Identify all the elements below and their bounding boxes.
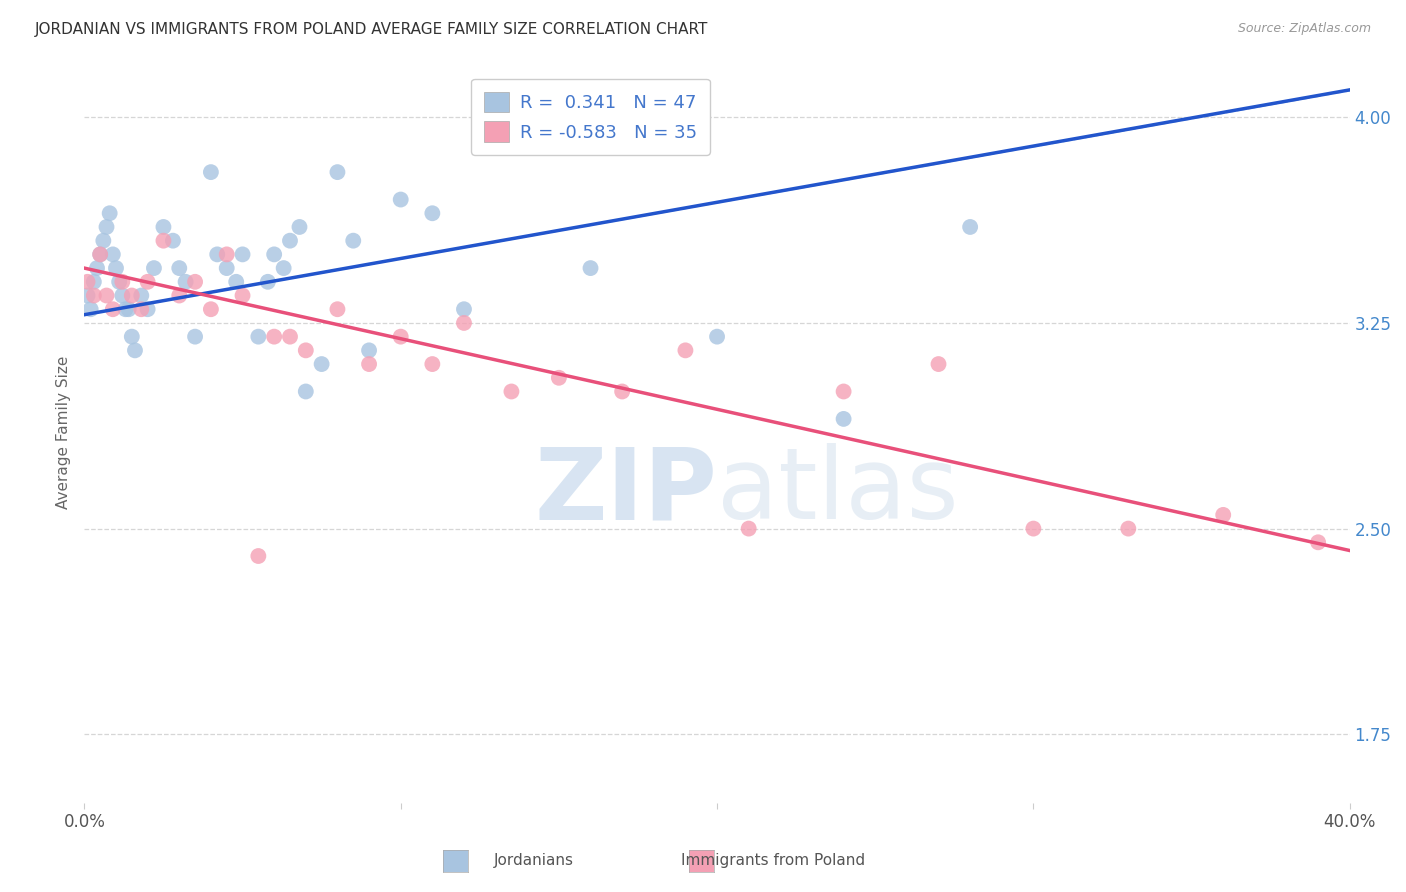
Point: [675, 343, 697, 358]
Point: [1022, 522, 1045, 536]
Point: [79, 302, 103, 317]
Point: [111, 288, 134, 302]
Point: [114, 302, 136, 317]
Legend: R =  0.341   N = 47, R = -0.583   N = 35: R = 0.341 N = 47, R = -0.583 N = 35: [471, 78, 710, 155]
Y-axis label: Average Family Size: Average Family Size: [56, 356, 72, 509]
Point: [184, 275, 207, 289]
Point: [111, 275, 134, 289]
Point: [76, 275, 98, 289]
Point: [231, 247, 254, 261]
Point: [162, 234, 184, 248]
Point: [288, 219, 311, 234]
Point: [129, 288, 153, 302]
Point: [101, 302, 124, 317]
Point: [706, 329, 728, 343]
Point: [169, 261, 191, 276]
Point: [143, 261, 166, 276]
Point: [184, 329, 207, 343]
Point: [357, 357, 380, 371]
Point: [76, 288, 98, 302]
Point: [136, 275, 159, 289]
Text: Immigrants from Poland: Immigrants from Poland: [682, 854, 865, 868]
Point: [96, 288, 118, 302]
Point: [612, 384, 634, 399]
Point: [152, 219, 174, 234]
Point: [311, 357, 333, 371]
Point: [959, 219, 981, 234]
Point: [225, 275, 247, 289]
Point: [247, 549, 270, 563]
Point: [326, 165, 349, 179]
Text: ZIP: ZIP: [534, 443, 717, 541]
Point: [136, 302, 159, 317]
Point: [1308, 535, 1330, 549]
Point: [326, 302, 349, 317]
Point: [548, 371, 571, 385]
Point: [501, 384, 523, 399]
Point: [174, 275, 197, 289]
Point: [121, 329, 143, 343]
Point: [200, 302, 222, 317]
Point: [105, 261, 127, 276]
Point: [118, 302, 141, 317]
Point: [273, 261, 295, 276]
Text: JORDANIAN VS IMMIGRANTS FROM POLAND AVERAGE FAMILY SIZE CORRELATION CHART: JORDANIAN VS IMMIGRANTS FROM POLAND AVER…: [35, 22, 709, 37]
Point: [422, 357, 444, 371]
Point: [89, 247, 111, 261]
Point: [422, 206, 444, 220]
Point: [86, 261, 108, 276]
Point: [263, 247, 285, 261]
Point: [295, 343, 318, 358]
Point: [124, 343, 146, 358]
Point: [342, 234, 364, 248]
Point: [579, 261, 602, 276]
Point: [89, 247, 111, 261]
Point: [83, 288, 105, 302]
Point: [231, 288, 254, 302]
Point: [129, 302, 153, 317]
Text: atlas: atlas: [717, 443, 959, 541]
Point: [928, 357, 950, 371]
Point: [257, 275, 280, 289]
Point: [389, 329, 412, 343]
Point: [108, 275, 131, 289]
Text: Source: ZipAtlas.com: Source: ZipAtlas.com: [1237, 22, 1371, 36]
Point: [215, 247, 238, 261]
Point: [278, 234, 301, 248]
Point: [263, 329, 285, 343]
Point: [93, 234, 115, 248]
Point: [389, 193, 412, 207]
Point: [200, 165, 222, 179]
Point: [83, 275, 105, 289]
Point: [98, 206, 121, 220]
Point: [215, 261, 238, 276]
Point: [1118, 522, 1140, 536]
Point: [96, 219, 118, 234]
Text: Jordanians: Jordanians: [495, 854, 574, 868]
Point: [101, 247, 124, 261]
Point: [737, 522, 759, 536]
Point: [207, 247, 229, 261]
Point: [1212, 508, 1234, 522]
Point: [832, 384, 855, 399]
Point: [247, 329, 270, 343]
Point: [278, 329, 301, 343]
Point: [453, 316, 475, 330]
Point: [832, 412, 855, 426]
Point: [453, 302, 475, 317]
Point: [121, 288, 143, 302]
Point: [169, 288, 191, 302]
Point: [152, 234, 174, 248]
Point: [357, 343, 380, 358]
Point: [295, 384, 318, 399]
